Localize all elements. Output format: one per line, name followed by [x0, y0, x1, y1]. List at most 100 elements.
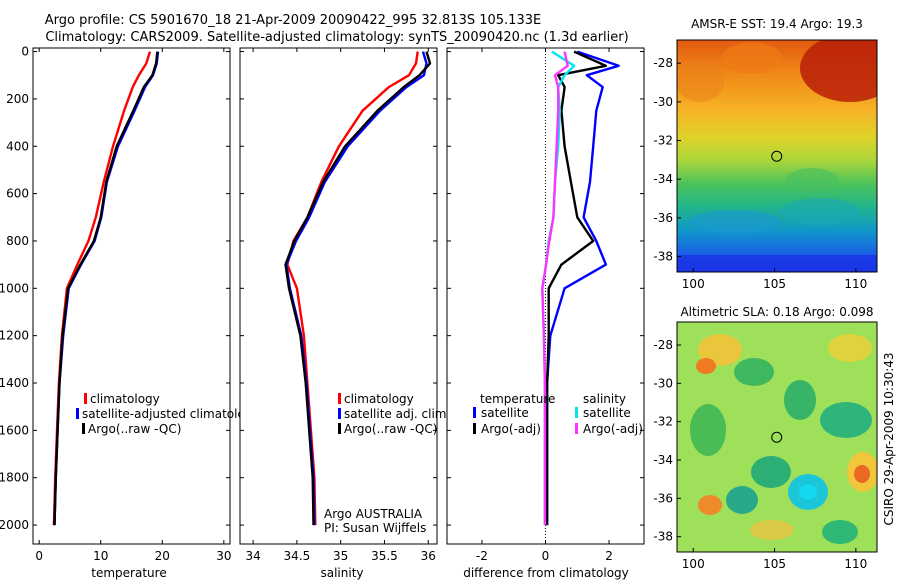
difference-lines [541, 48, 620, 544]
sla-eddy [820, 402, 872, 438]
sst-green-patch [786, 168, 838, 192]
temperature-axes-frame [32, 47, 231, 545]
salinity-annotation-line1: Argo AUSTRALIA [324, 507, 423, 521]
x-tick-label: 35.5 [371, 549, 398, 563]
x-tick-label: 30 [216, 549, 231, 563]
x-tick-label: 20 [155, 549, 170, 563]
legend-swatch-satellite [338, 408, 341, 419]
legend-label-sal-argo: Argo(-adj) [583, 422, 643, 436]
x-tick-label: 2 [605, 549, 613, 563]
salinity-axes-frame [239, 47, 438, 545]
map-y-tick-label: -36 [653, 211, 673, 225]
map-y-tick-label: -32 [653, 415, 673, 429]
sst-map-ticks: 100 105 110 -28 -30 -32 -34 -36 -38 [653, 56, 867, 291]
sst-map-panel: AMSR-E SST: 19.4 Argo: 19.3 100 105 110 -28… [653, 17, 878, 291]
y-tick-label: 1400 [0, 376, 29, 390]
salinity-panel: 34 34.5 35 35.5 36 salinity climatology sate… [239, 47, 450, 580]
argo-position-marker [771, 431, 783, 443]
legend-title-temperature: temperature [480, 392, 555, 406]
x-tick-label: 10 [93, 549, 108, 563]
map-x-tick-label: 100 [682, 277, 705, 291]
x-tick-label: -2 [476, 549, 488, 563]
salinity-xlabel: salinity [320, 566, 363, 580]
sst-map-title: AMSR-E SST: 19.4 Argo: 19.3 [691, 17, 863, 31]
legend-swatch-climatology [338, 393, 341, 404]
sla-eddy [784, 380, 816, 420]
y-tick-label: 1600 [0, 423, 29, 437]
sst-map-frame [676, 39, 878, 273]
sla-eddy [828, 334, 872, 362]
salinity-lines [284, 51, 432, 526]
sla-eddy [751, 456, 791, 488]
map-y-tick-label: -34 [653, 172, 673, 186]
legend-label-climatology: climatology [90, 392, 160, 406]
sla-map-title: Altimetric SLA: 0.18 Argo: 0.098 [680, 305, 873, 319]
map-x-tick-label: 110 [844, 277, 867, 291]
temperature-axis-ticks: 0 10 20 30 0 200 400 600 800 1000 1200 1400 1600 1800… [0, 45, 231, 563]
x-tick-label: 35 [333, 549, 348, 563]
map-y-tick-label: -30 [653, 95, 673, 109]
legend-swatch-climatology [84, 393, 87, 404]
x-tick-label: 0 [542, 549, 550, 563]
side-timestamp-label: CSIRO 29-Apr-2009 10:30:43 [882, 352, 896, 525]
map-y-tick-label: -32 [653, 134, 673, 148]
legend-label-temp-satellite: satellite [481, 406, 529, 420]
map-y-tick-label: -38 [653, 530, 673, 544]
x-tick-label: 36 [421, 549, 436, 563]
sla-map-panel: Altimetric SLA: 0.18 Argo: 0.098 100 105 1… [653, 305, 878, 571]
map-x-tick-label: 110 [844, 557, 867, 571]
map-y-tick-label: -36 [653, 491, 673, 505]
sst-cool-patch [780, 198, 860, 226]
map-y-tick-label: -30 [653, 376, 673, 390]
map-y-tick-label: -28 [653, 56, 673, 70]
legend-swatch-satellite [76, 408, 79, 419]
x-tick-label: 34.5 [284, 549, 311, 563]
x-tick-label: 0 [35, 549, 43, 563]
y-tick-label: 2000 [0, 518, 29, 532]
map-x-tick-label: 105 [763, 557, 786, 571]
legend-label-argo: Argo(..raw -QC) [88, 422, 181, 436]
legend-label-satellite: satellite-adjusted climatology [82, 407, 260, 421]
sla-map-ticks: 100 105 110 -28 -30 -32 -34 -36 -38 [653, 338, 867, 571]
temperature-legend: climatology satellite-adjusted climatolo… [76, 392, 260, 436]
sst-cold-band [677, 255, 877, 272]
sst-cool-patch [689, 210, 781, 234]
sla-map-frame [676, 321, 878, 553]
temperature-lines [52, 51, 160, 526]
series-line-argo-raw-qc- [53, 51, 159, 526]
map-y-tick-label: -28 [653, 338, 673, 352]
legend-swatch-argo [82, 423, 85, 434]
difference-xlabel: difference from climatology [463, 566, 629, 580]
salinity-annotation-line2: PI: Susan Wijffels [324, 521, 426, 535]
sla-eddy [799, 484, 817, 500]
series-line-salinity-argo-adj- [541, 51, 569, 526]
sst-warm-patch [722, 42, 782, 74]
sla-eddy [854, 465, 870, 483]
sla-eddy [698, 495, 722, 515]
sst-warm-patch [677, 62, 724, 102]
sla-eddy [690, 404, 726, 456]
header-line-1: Argo profile: CS 5901670_18 21-Apr-2009 … [45, 13, 541, 28]
legend-label-sal-satellite: satellite [583, 406, 631, 420]
argo-position-marker [771, 150, 783, 162]
legend-title-salinity: salinity [583, 392, 626, 406]
map-y-tick-label: -34 [653, 453, 673, 467]
sla-eddy [726, 486, 758, 514]
temperature-panel: 0 10 20 30 0 200 400 600 800 1000 1200 1400 1600 1800… [0, 45, 260, 580]
y-tick-label: 800 [6, 234, 29, 248]
map-x-tick-label: 100 [682, 557, 705, 571]
salinity-legend: climatology satellite adj. clim. Argo(..… [338, 392, 450, 436]
salinity-axis-ticks: 34 34.5 35 35.5 36 [240, 48, 437, 563]
y-tick-label: 1800 [0, 471, 29, 485]
sla-eddy [822, 520, 858, 544]
y-tick-label: 0 [21, 45, 29, 59]
sla-eddy [696, 358, 716, 374]
series-line-argo-raw-qc- [284, 51, 432, 526]
legend-label-temp-argo: Argo(-adj) [481, 422, 541, 436]
difference-legend: temperature salinity satellite Argo(-adj… [473, 392, 643, 436]
legend-label-argo: Argo(..raw -QC) [344, 422, 437, 436]
y-tick-label: 1000 [0, 281, 29, 295]
y-tick-label: 200 [6, 92, 29, 106]
sla-eddy [750, 520, 794, 540]
